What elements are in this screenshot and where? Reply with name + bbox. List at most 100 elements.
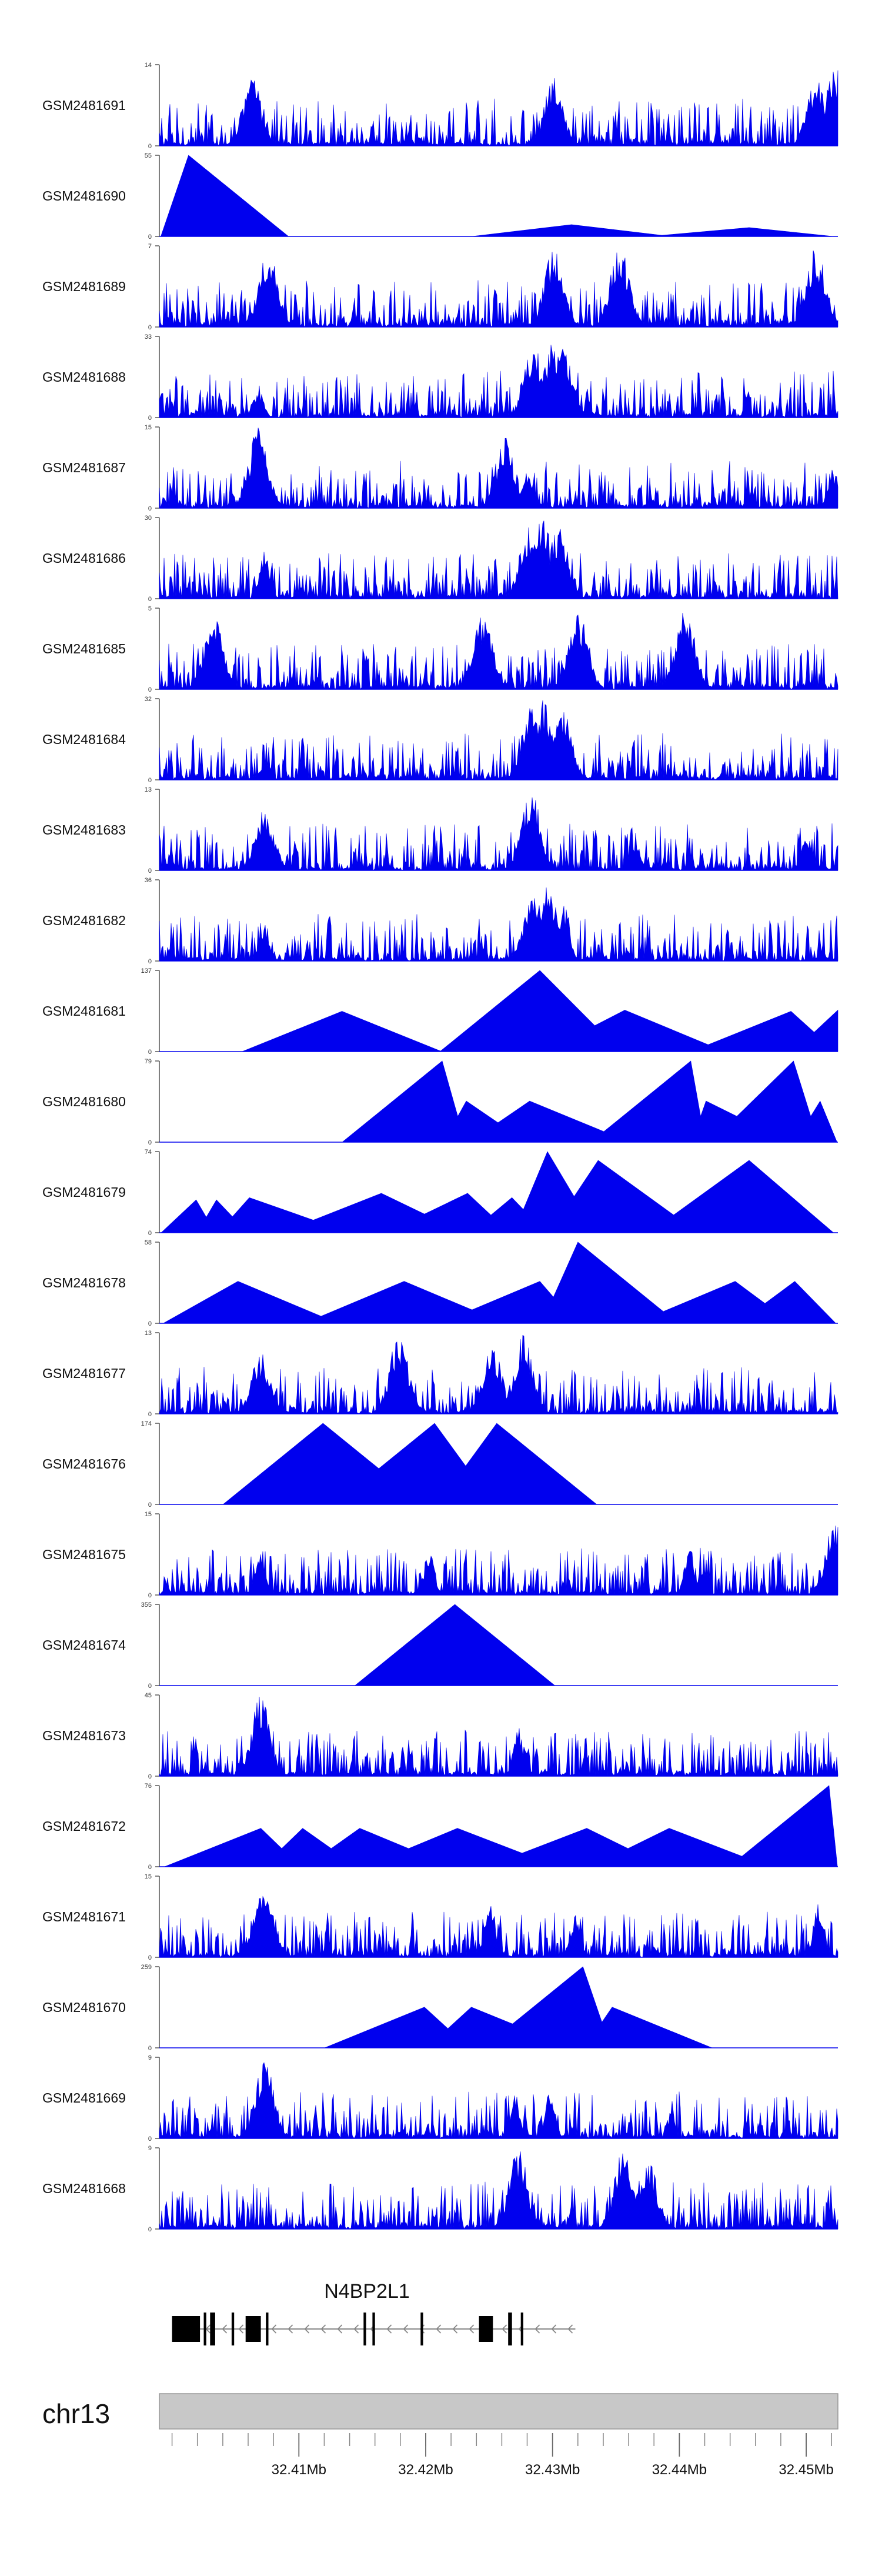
gene-name-label: N4BP2L1: [324, 2280, 410, 2303]
y-axis-min-label: 0: [148, 596, 152, 603]
y-axis-min-label: 0: [148, 1864, 152, 1871]
track-label: GSM2481675: [42, 1547, 126, 1562]
y-axis-min-label: 0: [148, 1592, 152, 1599]
track-GSM2481674: GSM2481674 355 0: [42, 1601, 838, 1690]
y-axis-max-label: 45: [145, 1692, 152, 1699]
y-axis-min-label: 0: [148, 958, 152, 965]
track-label: GSM2481677: [42, 1366, 126, 1381]
y-axis-max-label: 9: [148, 2145, 152, 2152]
exon-block: [203, 2313, 206, 2345]
track-GSM2481684: GSM2481684 32 0: [42, 696, 838, 784]
track-label: GSM2481669: [42, 2090, 126, 2105]
y-axis-max-label: 15: [145, 1511, 152, 1518]
track-label: GSM2481688: [42, 369, 126, 385]
exon-block: [231, 2313, 235, 2345]
y-axis-min-label: 0: [148, 1954, 152, 1961]
coverage-area: [159, 1696, 838, 1777]
track-GSM2481671: GSM2481671 15 0: [42, 1873, 838, 1961]
track-GSM2481683: GSM2481683 13 0: [42, 786, 838, 875]
coverage-area: [159, 345, 838, 418]
strand-arrow: [567, 2324, 573, 2334]
axis-tick-label: 32.45Mb: [779, 2462, 833, 2478]
strand-arrow: [534, 2324, 540, 2334]
strand-arrow: [288, 2324, 293, 2334]
exon-block: [508, 2313, 512, 2345]
y-axis-min-label: 0: [148, 777, 152, 784]
y-axis-max-label: 137: [141, 967, 152, 975]
y-axis-min-label: 0: [148, 1411, 152, 1418]
exon-block: [172, 2316, 201, 2342]
strand-arrow: [551, 2324, 557, 2334]
track-label: GSM2481685: [42, 641, 126, 656]
coverage-area: [159, 428, 838, 509]
y-axis-max-label: 32: [145, 696, 152, 703]
coverage-area: [164, 1785, 838, 1867]
strand-arrow: [353, 2324, 359, 2334]
strand-arrow: [502, 2324, 507, 2334]
exon-block: [210, 2313, 215, 2345]
strand-arrow: [403, 2324, 409, 2334]
track-GSM2481673: GSM2481673 45 0: [42, 1692, 838, 1780]
track-label: GSM2481691: [42, 98, 126, 113]
y-axis-min-label: 0: [148, 2045, 152, 2052]
exon-block: [363, 2313, 366, 2345]
track-label: GSM2481668: [42, 2181, 126, 2196]
track-label: GSM2481672: [42, 1818, 126, 1834]
coverage-area: [159, 70, 838, 146]
track-label: GSM2481680: [42, 1094, 126, 1109]
track-label: GSM2481684: [42, 732, 126, 747]
track-label: GSM2481682: [42, 913, 126, 928]
axis-tick-label: 32.41Mb: [272, 2462, 326, 2478]
y-axis-max-label: 58: [145, 1239, 152, 1246]
data-tracks: GSM2481691140GSM2481690550GSM248168970GS…: [42, 62, 838, 2233]
strand-arrow: [222, 2324, 228, 2334]
coverage-area: [159, 1896, 838, 1958]
y-axis-max-label: 74: [145, 1149, 152, 1156]
chromosome-ideogram-bar: [159, 2393, 838, 2430]
exon-block: [245, 2316, 261, 2342]
y-axis-max-label: 55: [145, 152, 152, 159]
gene-annotation-track: N4BP2L1: [172, 2280, 576, 2345]
track-label: GSM2481676: [42, 1456, 126, 1471]
y-axis-max-label: 79: [145, 1058, 152, 1065]
coverage-area: [159, 2062, 838, 2139]
y-axis-min-label: 0: [148, 1139, 152, 1146]
track-GSM2481689: GSM2481689 7 0: [42, 243, 838, 331]
coverage-area: [159, 2151, 838, 2230]
chromosome-label: chr13: [42, 2398, 110, 2429]
track-GSM2481670: GSM2481670 259 0: [42, 1964, 838, 2052]
y-axis-min-label: 0: [148, 1683, 152, 1690]
y-axis-max-label: 15: [145, 1873, 152, 1880]
track-label: GSM2481671: [42, 1909, 126, 1924]
y-axis-max-label: 9: [148, 2054, 152, 2061]
strand-arrow: [386, 2324, 392, 2334]
track-GSM2481685: GSM2481685 5 0: [42, 605, 838, 693]
exon-block: [479, 2316, 493, 2342]
coverage-area: [159, 1334, 838, 1414]
y-axis-max-label: 15: [145, 424, 152, 431]
track-label: GSM2481670: [42, 2000, 126, 2015]
axis-tick-label: 32.44Mb: [652, 2462, 707, 2478]
y-axis-max-label: 174: [141, 1420, 152, 1427]
coverage-area: [162, 1242, 837, 1324]
track-GSM2481680: GSM2481680 79 0: [42, 1058, 838, 1146]
y-axis-min-label: 0: [148, 1230, 152, 1237]
y-axis-max-label: 7: [148, 243, 152, 250]
y-axis-min-label: 0: [148, 1773, 152, 1780]
track-GSM2481669: GSM2481669 9 0: [42, 2054, 838, 2143]
y-axis-min-label: 0: [148, 2226, 152, 2233]
track-GSM2481688: GSM2481688 33 0: [42, 333, 838, 422]
strand-arrow: [238, 2324, 244, 2334]
coverage-area: [159, 700, 838, 780]
y-axis-max-label: 36: [145, 877, 152, 884]
gene-model: [172, 2313, 576, 2345]
genome-axis: 32.41Mb 32.42Mb 32.43Mb 32.44Mb 32.45Mb: [171, 2433, 834, 2478]
track-GSM2481679: GSM2481679 74 0: [42, 1149, 838, 1237]
ideogram-axis-track: chr13 32.41Mb 32.42Mb 32.43Mb 32.44Mb 32.45M…: [42, 2393, 838, 2478]
axis-tick-label: 32.43Mb: [525, 2462, 580, 2478]
track-GSM2481691: GSM2481691 14 0: [42, 62, 838, 150]
strand-arrow: [452, 2324, 458, 2334]
coverage-area: [324, 1966, 713, 2048]
track-GSM2481672: GSM2481672 76 0: [42, 1783, 838, 1871]
coverage-area: [354, 1604, 556, 1686]
